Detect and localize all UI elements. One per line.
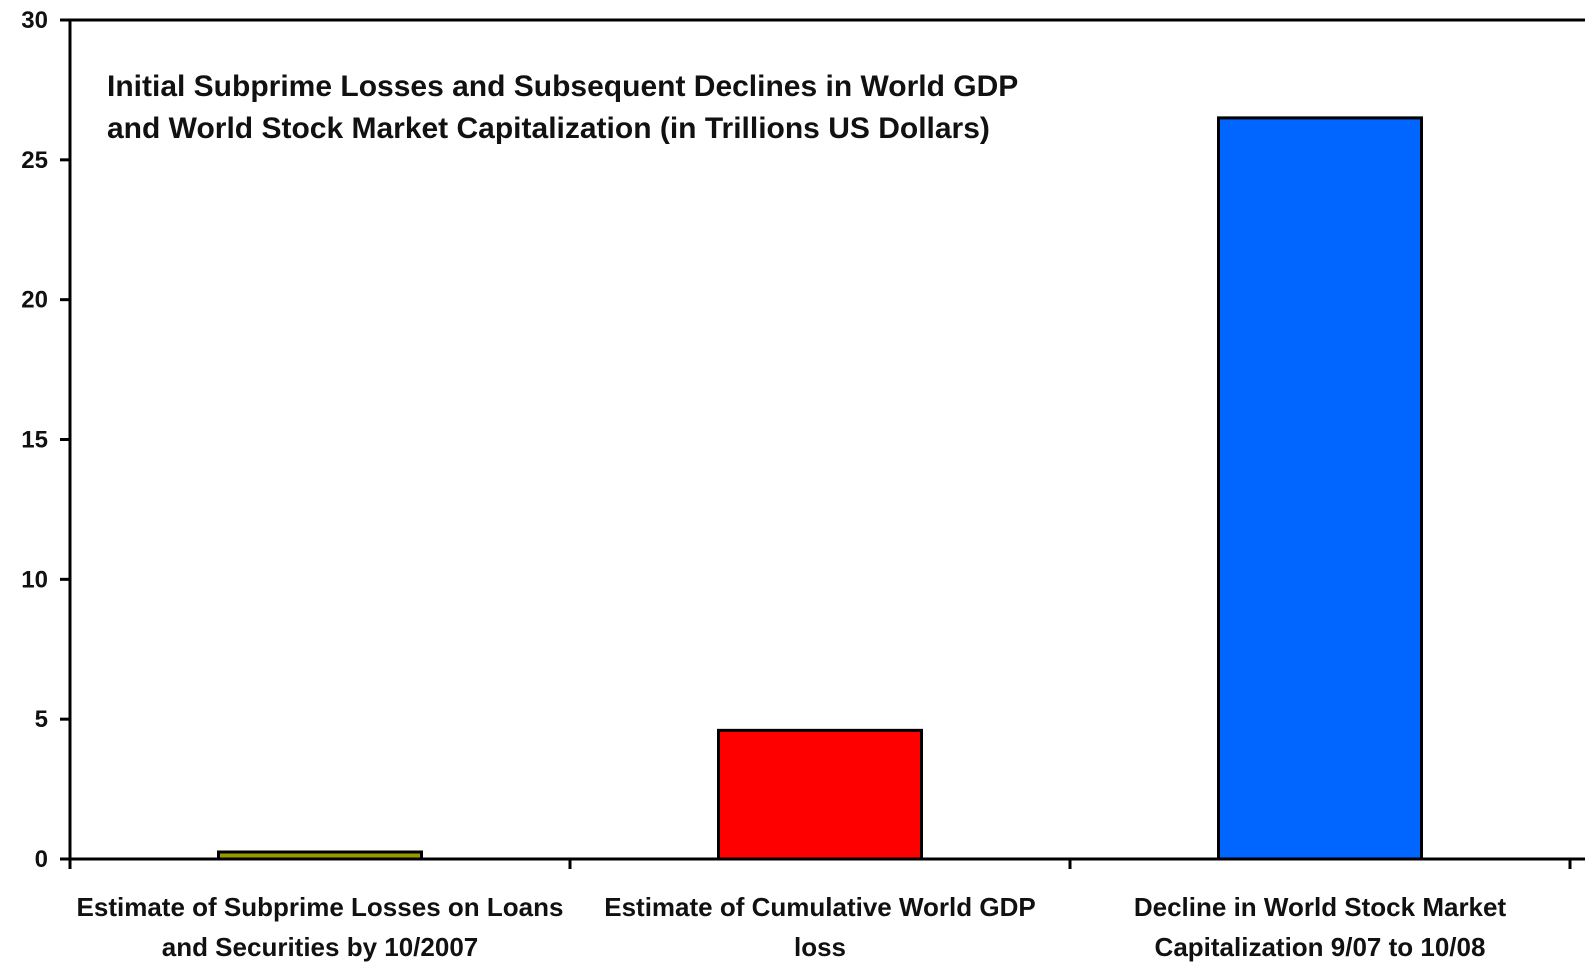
category-label-2-line-1: Estimate of Cumulative World GDP	[604, 892, 1035, 922]
y-tick-label-3: 15	[21, 427, 48, 454]
y-tick-label-5: 25	[21, 147, 48, 174]
y-tick-label-6: 30	[21, 7, 48, 34]
plot-area: 0 5 10 15 20 25 30 Estimate of Subprime Losses …	[21, 7, 1585, 962]
bar-3	[1217, 116, 1423, 861]
chart-title-line-2: and World Stock Market Capitalization (i…	[107, 112, 990, 145]
y-tick-label-1: 5	[35, 706, 48, 733]
category-label-1-line-2: and Securities by 10/2007	[162, 932, 479, 962]
y-tick-label-2: 10	[21, 566, 48, 593]
bar-2	[717, 728, 923, 861]
y-tick-label-0: 0	[35, 846, 48, 873]
category-label-1-line-1: Estimate of Subprime Losses on Loans	[77, 892, 564, 922]
chart-title-line-1: Initial Subprime Losses and Subsequent D…	[107, 70, 1018, 103]
category-label-3-line-1: Decline in World Stock Market	[1134, 892, 1507, 922]
bar-1	[217, 850, 423, 861]
y-tick-label-4: 20	[21, 287, 48, 314]
category-label-2-line-2: loss	[794, 932, 846, 962]
category-label-3-line-2: Capitalization 9/07 to 10/08	[1155, 932, 1486, 962]
